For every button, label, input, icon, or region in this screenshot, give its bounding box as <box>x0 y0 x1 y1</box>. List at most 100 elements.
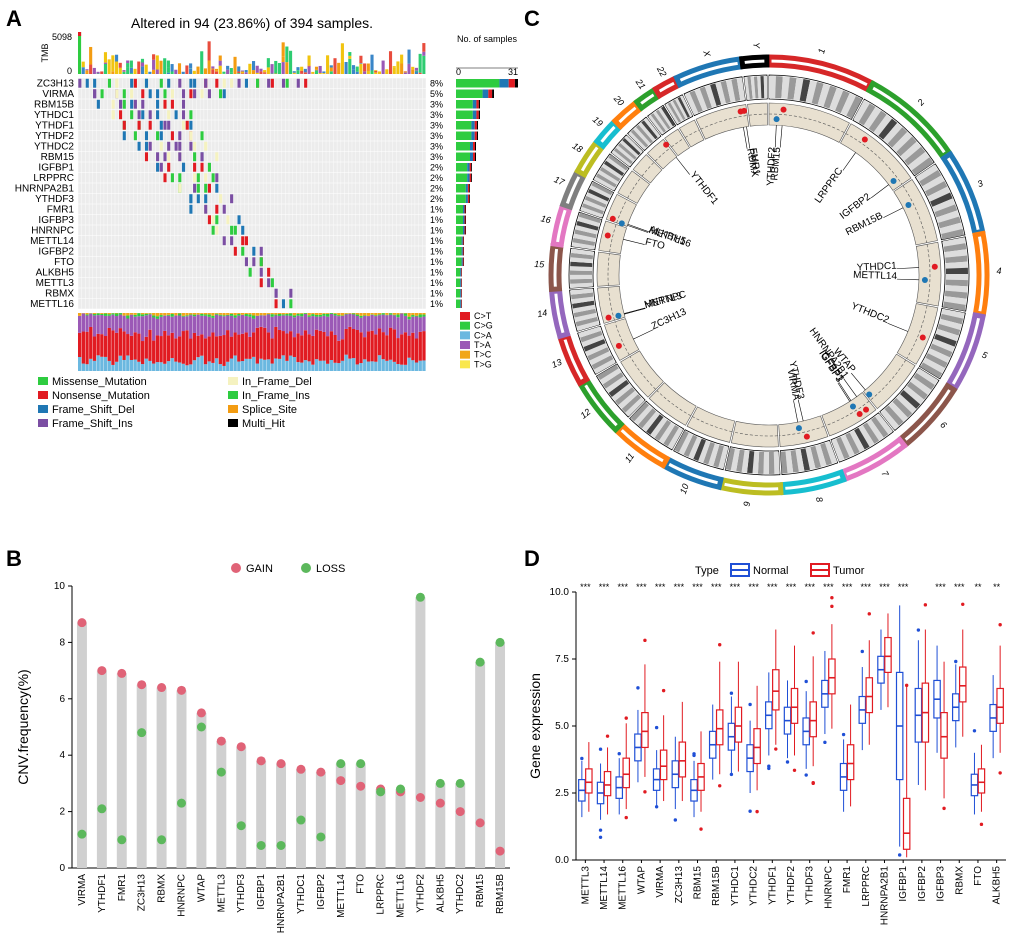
sample-count-bar <box>477 132 478 141</box>
snv-bar <box>78 357 81 371</box>
mutation-cell <box>145 152 148 161</box>
snv-bar <box>341 339 344 361</box>
gene-row-label: HNRNPC <box>31 226 74 237</box>
snv-bar <box>219 313 222 315</box>
snv-bar <box>141 316 144 341</box>
tmb-bar <box>122 70 125 72</box>
tmb-bar <box>211 69 214 74</box>
snv-bar <box>315 315 318 317</box>
gene-pct: 1% <box>430 247 443 257</box>
snv-bar <box>359 318 362 333</box>
snv-bar <box>382 332 385 359</box>
tmb-bar <box>174 70 177 74</box>
chrom-label: 1 <box>816 47 827 54</box>
snv-bar <box>370 331 373 362</box>
chrom-label: Y <box>751 42 761 50</box>
snv-bar <box>404 313 407 315</box>
snv-bar <box>148 313 151 314</box>
outlier <box>898 853 901 856</box>
tmb-bar <box>208 60 211 74</box>
snv-legend-swatch <box>460 360 470 368</box>
d-xlabel: FMR1 <box>842 866 853 894</box>
chrom-arc <box>551 246 561 289</box>
snv-bar <box>193 333 196 360</box>
gene-leader <box>624 308 645 314</box>
snv-bar <box>178 314 181 316</box>
gene-pct: 1% <box>430 299 443 309</box>
tmb-bar <box>159 61 162 70</box>
snv-bar <box>415 316 418 338</box>
sample-count-bar <box>499 79 508 88</box>
tmb-bar <box>348 56 351 59</box>
snv-bar <box>252 319 255 333</box>
snv-bar <box>356 315 359 316</box>
mutation-cell <box>237 79 240 88</box>
mutation-cell <box>282 299 285 308</box>
mutation-cell <box>204 173 207 182</box>
tmb-bar <box>248 64 251 74</box>
gene-row-label: METTL14 <box>30 236 74 247</box>
tmb-bar <box>393 68 396 70</box>
gene-leader <box>780 126 782 148</box>
tmb-bar <box>126 60 129 63</box>
d-xlabel: ZC3H13 <box>674 866 685 904</box>
gene-pct: 2% <box>430 184 443 194</box>
d-xlabel: METTL3 <box>580 866 591 905</box>
sample-count-bar <box>470 174 472 183</box>
tmb-bar <box>296 67 299 70</box>
snv-bar <box>226 362 229 371</box>
tmb-bar <box>263 72 266 73</box>
gene-leader <box>624 308 645 314</box>
snv-bar <box>196 315 199 336</box>
tmb-axis-label: TMB <box>40 44 50 63</box>
mutation-cell <box>249 268 252 277</box>
sample-count-bar <box>463 237 464 246</box>
b-bar <box>276 764 286 868</box>
sample-count-bar <box>461 268 462 277</box>
tmb-bar <box>78 32 81 74</box>
mutation-cell <box>123 100 126 109</box>
outlier <box>811 782 814 785</box>
outlier <box>730 692 733 695</box>
mutation-cell <box>189 79 192 88</box>
mutation-cell <box>130 89 133 98</box>
mutation-cell <box>156 163 159 172</box>
mutation-cell <box>223 79 226 88</box>
tmb-bar <box>419 54 422 73</box>
mutation-cell <box>167 121 170 130</box>
tmb-bar <box>89 65 92 74</box>
b-gain-dot <box>237 742 246 751</box>
snv-bar <box>370 361 373 371</box>
snv-bar <box>108 316 111 328</box>
tmb-bar <box>215 71 218 74</box>
tmb-bar <box>267 67 270 74</box>
sample-count-bar <box>461 300 462 309</box>
b-loss-dot <box>197 723 206 732</box>
b-gain-dot <box>456 807 465 816</box>
box <box>885 638 891 673</box>
snv-bar <box>159 315 162 317</box>
snv-bar <box>311 316 314 336</box>
tmb-bar <box>200 51 203 74</box>
tmb-bar <box>104 52 107 62</box>
gene-dot <box>850 403 856 409</box>
snv-bar <box>137 313 140 316</box>
tmb-bar <box>330 71 333 74</box>
b-legend-label: GAIN <box>246 563 273 575</box>
snv-bar <box>200 334 203 355</box>
mutation-cell <box>245 257 248 266</box>
b-bar <box>455 783 465 868</box>
snv-bar <box>293 317 296 337</box>
snv-bar <box>141 364 144 371</box>
snv-bar <box>208 317 211 337</box>
chrom-label: 12 <box>578 407 592 421</box>
snv-bar <box>100 314 103 315</box>
mut-legend-label: In_Frame_Ins <box>242 390 310 402</box>
tmb-bar <box>322 71 325 73</box>
sample-count-bar <box>488 90 492 99</box>
gene-dot <box>605 232 611 238</box>
snv-bar <box>385 335 388 361</box>
snv-bar <box>185 365 188 371</box>
box <box>829 659 835 694</box>
b-gain-dot <box>277 759 286 768</box>
